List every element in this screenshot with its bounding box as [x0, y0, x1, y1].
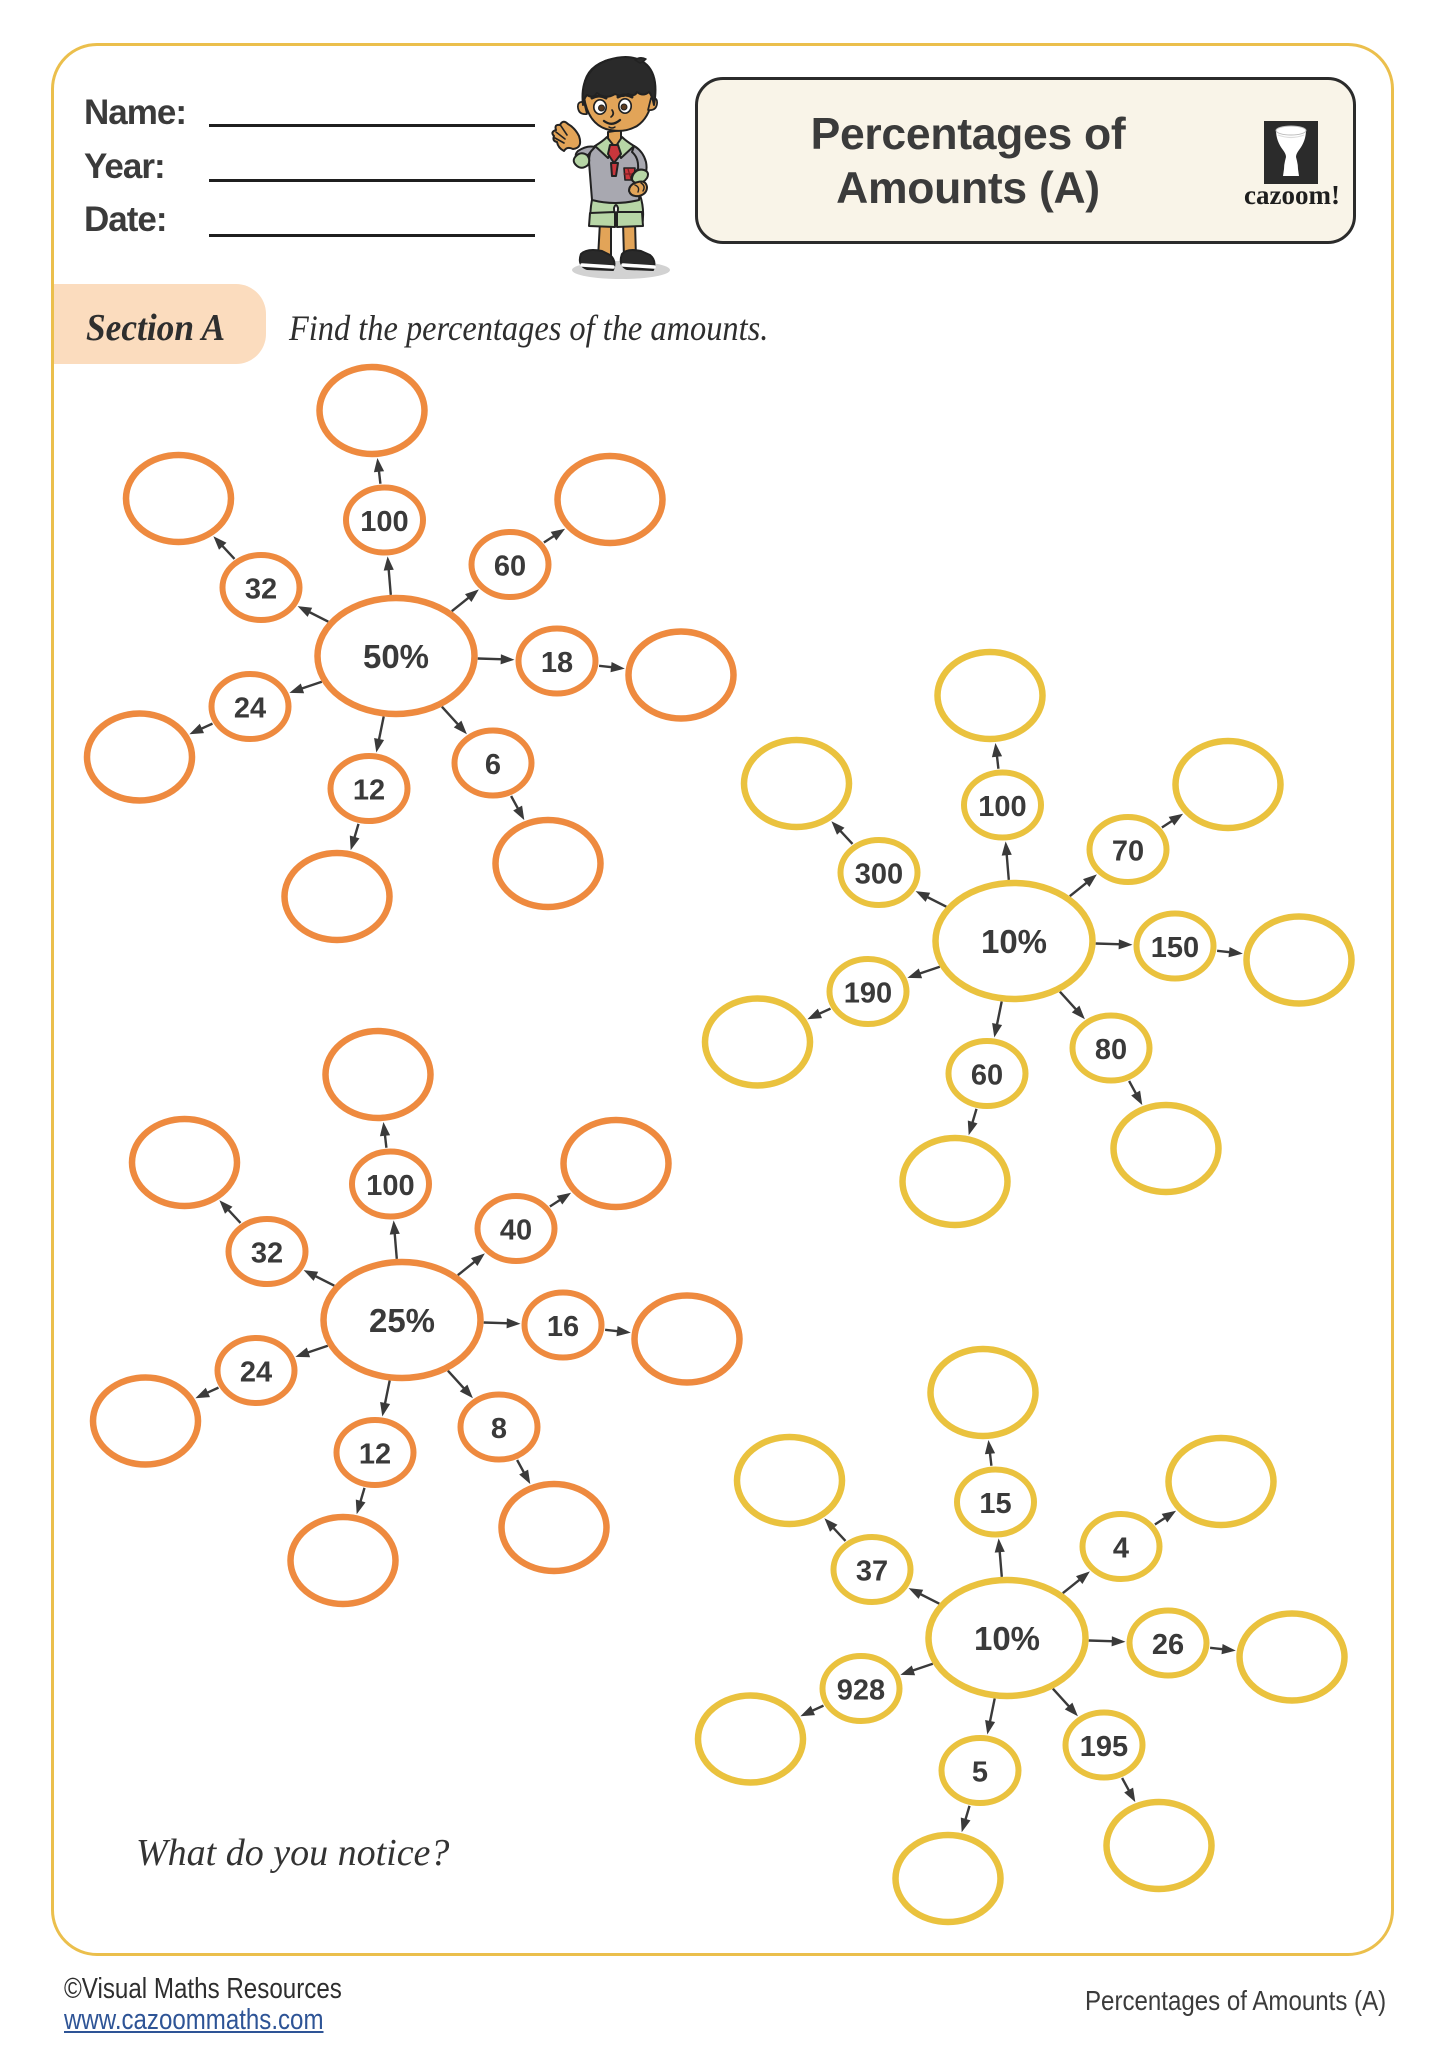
- svg-text:16: 16: [547, 1311, 579, 1343]
- svg-text:32: 32: [251, 1238, 283, 1270]
- svg-text:32: 32: [245, 574, 277, 606]
- svg-text:10%: 10%: [981, 923, 1047, 960]
- svg-text:10%: 10%: [974, 1620, 1040, 1657]
- svg-text:25%: 25%: [369, 1302, 435, 1339]
- svg-text:24: 24: [234, 693, 266, 725]
- svg-text:40: 40: [500, 1215, 532, 1247]
- svg-text:150: 150: [1151, 932, 1199, 964]
- svg-text:5: 5: [972, 1757, 988, 1789]
- svg-text:24: 24: [240, 1357, 272, 1389]
- svg-text:100: 100: [978, 791, 1026, 823]
- svg-text:26: 26: [1152, 1629, 1184, 1661]
- svg-text:18: 18: [541, 647, 573, 679]
- svg-text:12: 12: [353, 775, 385, 807]
- svg-text:60: 60: [494, 551, 526, 583]
- svg-text:70: 70: [1112, 836, 1144, 868]
- svg-text:15: 15: [979, 1488, 1011, 1520]
- svg-text:100: 100: [366, 1170, 414, 1202]
- svg-text:37: 37: [856, 1556, 888, 1588]
- svg-text:60: 60: [971, 1060, 1003, 1092]
- svg-text:4: 4: [1113, 1533, 1129, 1565]
- svg-text:8: 8: [491, 1413, 507, 1445]
- svg-text:100: 100: [360, 506, 408, 538]
- svg-text:12: 12: [359, 1439, 391, 1471]
- svg-text:6: 6: [485, 749, 501, 781]
- svg-text:300: 300: [855, 859, 903, 891]
- svg-text:195: 195: [1080, 1731, 1128, 1763]
- svg-text:50%: 50%: [363, 638, 429, 675]
- svg-text:190: 190: [844, 978, 892, 1010]
- svg-text:928: 928: [837, 1675, 885, 1707]
- svg-text:80: 80: [1095, 1034, 1127, 1066]
